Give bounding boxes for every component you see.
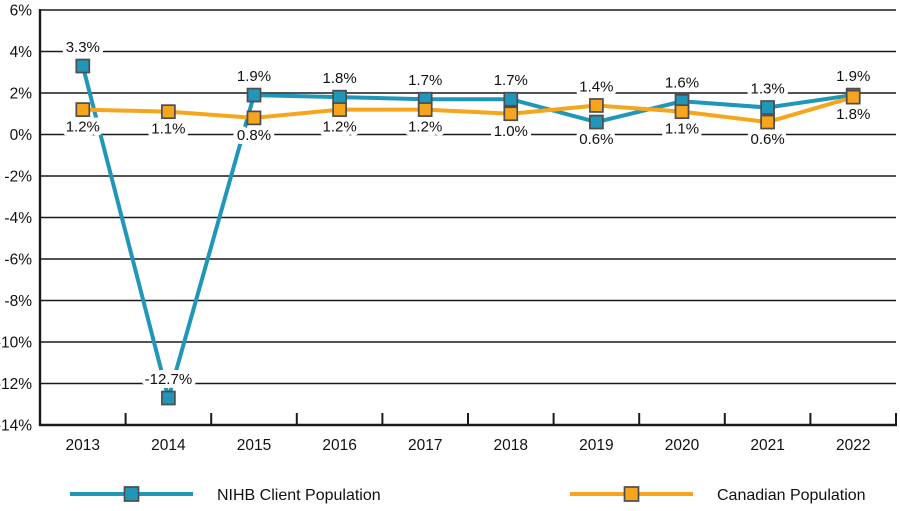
data-point-marker bbox=[332, 89, 347, 105]
data-point-marker bbox=[75, 102, 91, 117]
data-point-marker bbox=[503, 91, 519, 107]
x-axis-tick-label: 2014 bbox=[151, 437, 186, 454]
data-point-label: 0.6% bbox=[750, 131, 784, 148]
data-point-label: 1.9% bbox=[237, 68, 271, 85]
data-point-marker bbox=[845, 89, 861, 105]
y-axis-tick-label: 2% bbox=[10, 86, 33, 103]
legend-label-nihb: NIHB Client Population bbox=[217, 487, 381, 504]
series-markers bbox=[75, 58, 861, 406]
x-axis-tick-label: 2022 bbox=[836, 437, 870, 454]
x-axis-ticks bbox=[124, 413, 897, 425]
legend-marker-nihb-icon bbox=[123, 486, 140, 502]
legend-marker-canadian-icon bbox=[623, 486, 640, 502]
data-point-label: 1.1% bbox=[151, 121, 185, 138]
data-point-label: 1.8% bbox=[836, 106, 870, 123]
data-point-label: 1.2% bbox=[66, 119, 100, 136]
data-point-marker bbox=[589, 114, 604, 130]
data-point-label: 1.8% bbox=[322, 70, 356, 87]
x-axis-tick-label: 2018 bbox=[494, 437, 528, 454]
data-point-labels: 3.3% -12.7% 1.9% 1.8% 1.7% 1.7% 0.6% 1.6% 1.3% 1.… bbox=[62, 35, 875, 392]
y-axis-tick-label: -8% bbox=[4, 293, 32, 310]
data-point-marker bbox=[674, 104, 690, 120]
data-point-marker bbox=[503, 106, 519, 122]
x-axis-tick-label: 2020 bbox=[665, 437, 700, 454]
y-axis-tick-label: 4% bbox=[10, 44, 33, 61]
x-axis-tick-label: 2015 bbox=[237, 437, 271, 454]
series-line-1 bbox=[82, 95, 854, 125]
x-axis-labels: 2013 2014 2015 2016 2017 2018 2019 2020 2021 2022 bbox=[66, 437, 871, 454]
x-axis-tick-label: 2017 bbox=[408, 437, 442, 454]
legend-item-nihb: NIHB Client Population bbox=[70, 486, 381, 504]
data-point-marker bbox=[161, 104, 176, 120]
data-point-label: 0.8% bbox=[237, 127, 271, 144]
x-axis-tick-label: 2013 bbox=[66, 437, 100, 454]
y-axis-tick-label: -14% bbox=[0, 418, 32, 435]
legend-item-canadian: Canadian Population bbox=[570, 486, 866, 504]
x-axis-tick-label: 2016 bbox=[322, 437, 356, 454]
series-lines bbox=[80, 65, 854, 406]
data-point-label: 1.0% bbox=[494, 123, 528, 140]
x-axis-tick-label: 2019 bbox=[579, 437, 613, 454]
legend-label-canadian: Canadian Population bbox=[717, 487, 866, 504]
data-point-marker bbox=[75, 58, 91, 74]
data-point-label: 1.6% bbox=[665, 74, 699, 91]
y-axis-tick-label: -6% bbox=[4, 252, 32, 269]
data-point-label: 0.6% bbox=[579, 131, 613, 148]
data-point-marker bbox=[760, 100, 775, 115]
data-point-marker bbox=[417, 102, 433, 117]
data-point-marker bbox=[246, 110, 262, 126]
data-point-label: 3.3% bbox=[66, 39, 100, 56]
x-axis-tick-label: 2021 bbox=[750, 437, 784, 454]
data-point-label: 1.7% bbox=[494, 72, 528, 89]
data-point-label: -12.7% bbox=[145, 371, 193, 388]
data-point-marker bbox=[760, 114, 775, 130]
y-axis-tick-label: 0% bbox=[10, 127, 33, 144]
data-point-label: 1.1% bbox=[665, 121, 699, 138]
data-point-label: 1.7% bbox=[408, 72, 442, 89]
data-point-marker bbox=[246, 87, 262, 103]
y-axis-tick-label: -12% bbox=[0, 376, 32, 393]
data-point-label: 1.2% bbox=[408, 119, 442, 136]
series-line-0 bbox=[80, 65, 854, 406]
data-point-label: 1.3% bbox=[750, 81, 784, 98]
data-point-marker bbox=[589, 98, 604, 113]
chart-gridlines bbox=[40, 9, 896, 426]
data-point-label: 1.9% bbox=[836, 68, 870, 85]
y-axis-tick-label: 6% bbox=[10, 3, 33, 20]
y-axis-tick-label: -10% bbox=[0, 335, 32, 352]
data-point-marker bbox=[332, 102, 347, 117]
data-point-label: 1.4% bbox=[579, 78, 613, 95]
y-axis-tick-label: -4% bbox=[4, 210, 32, 227]
data-point-marker bbox=[161, 390, 176, 406]
chart-legend: NIHB Client Population Canadian Populati… bbox=[70, 486, 866, 504]
y-axis-tick-label: -2% bbox=[4, 169, 32, 186]
data-point-label: 1.2% bbox=[322, 119, 356, 136]
y-axis-labels: 6% 4% 2% 0% -2% -4% -6% -8% -10% -12% -14% bbox=[0, 3, 32, 435]
